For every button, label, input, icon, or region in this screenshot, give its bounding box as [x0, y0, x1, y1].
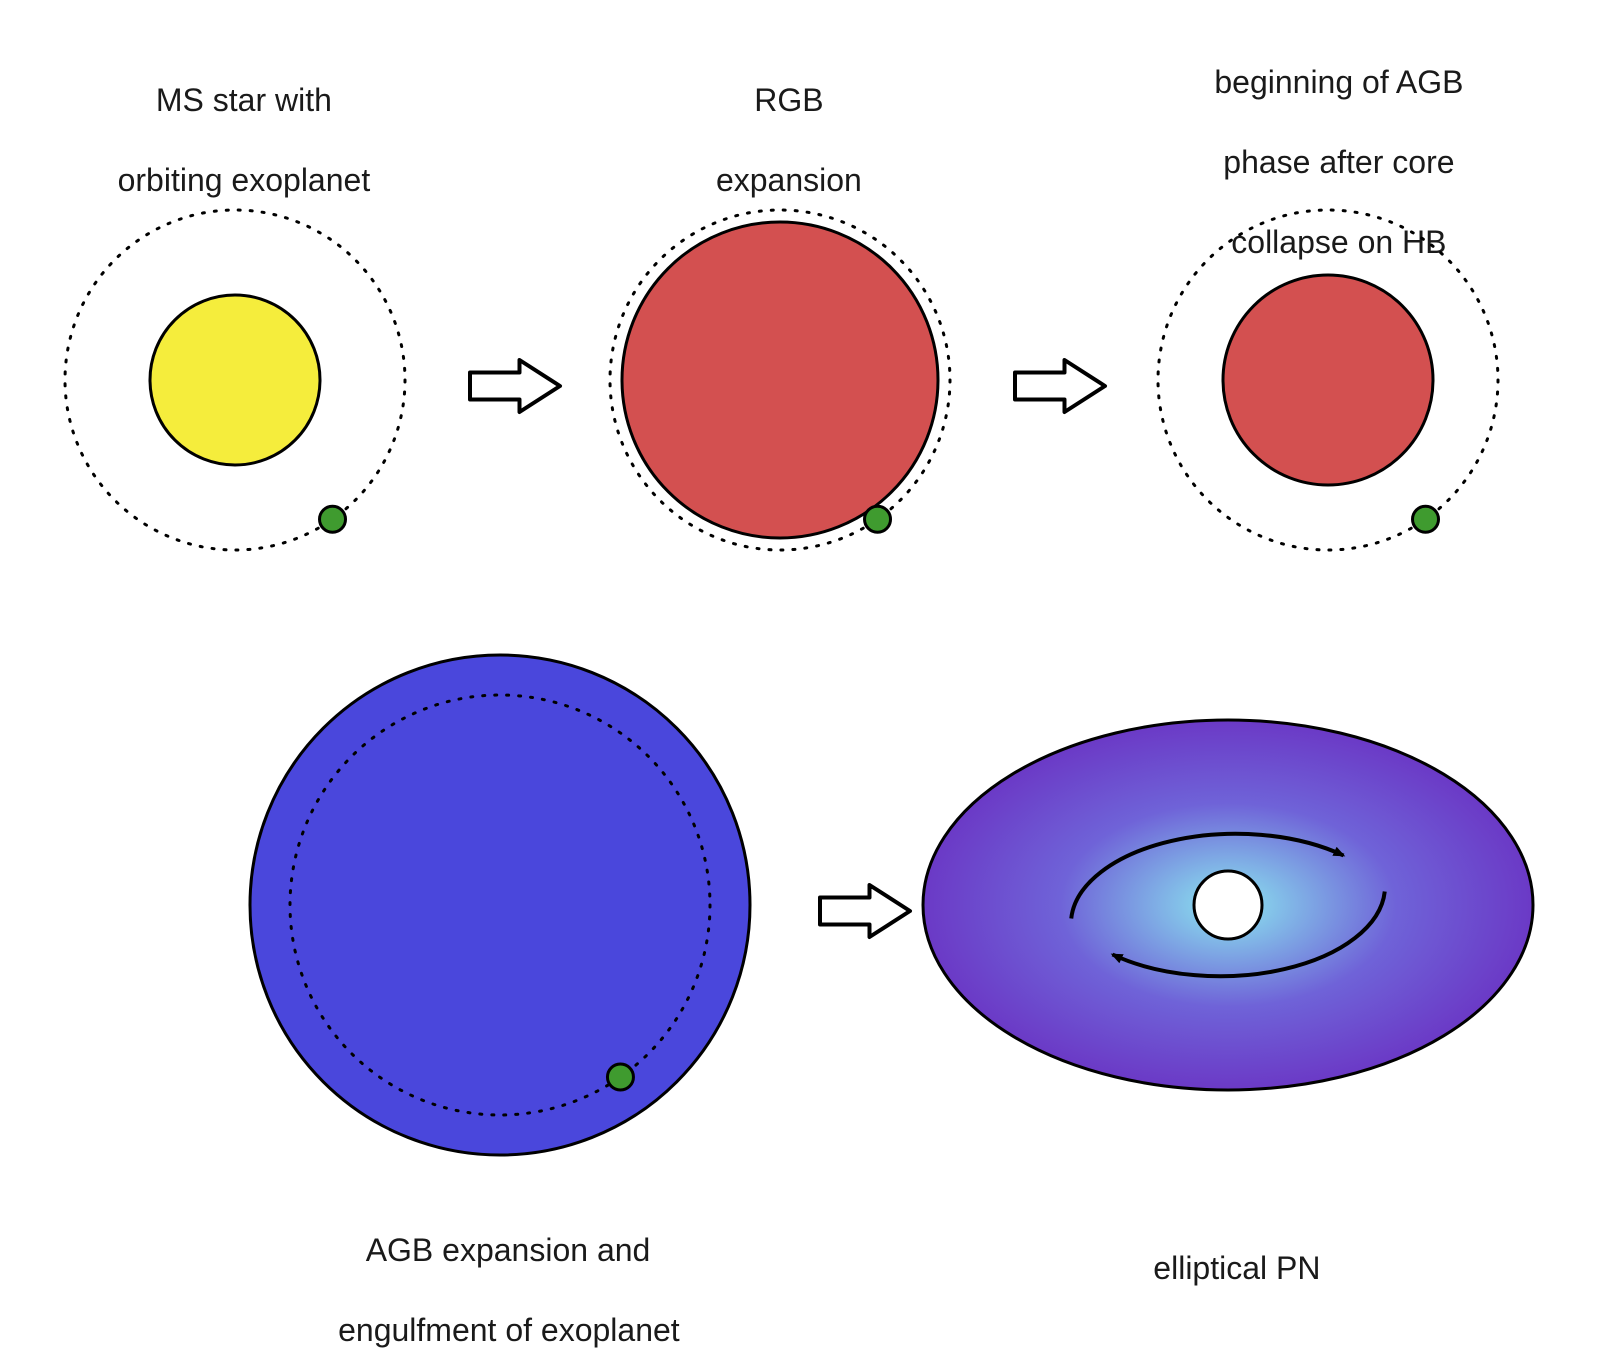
stage4-planet [607, 1064, 633, 1090]
stage1-planet [320, 506, 346, 532]
stage3-star [1223, 275, 1433, 485]
arrow-4to5 [820, 885, 910, 937]
arrow-1to2 [470, 360, 560, 412]
stage5-core [1194, 871, 1262, 939]
stage4-label-line2: engulfment of exoplanet [338, 1312, 680, 1348]
stage2-star [622, 222, 938, 538]
stage1-star [150, 295, 320, 465]
stage4-star [250, 655, 750, 1155]
diagram-canvas [0, 0, 1608, 1298]
stage3-planet [1413, 506, 1439, 532]
stage2-planet [865, 506, 891, 532]
arrow-2to3 [1015, 360, 1105, 412]
